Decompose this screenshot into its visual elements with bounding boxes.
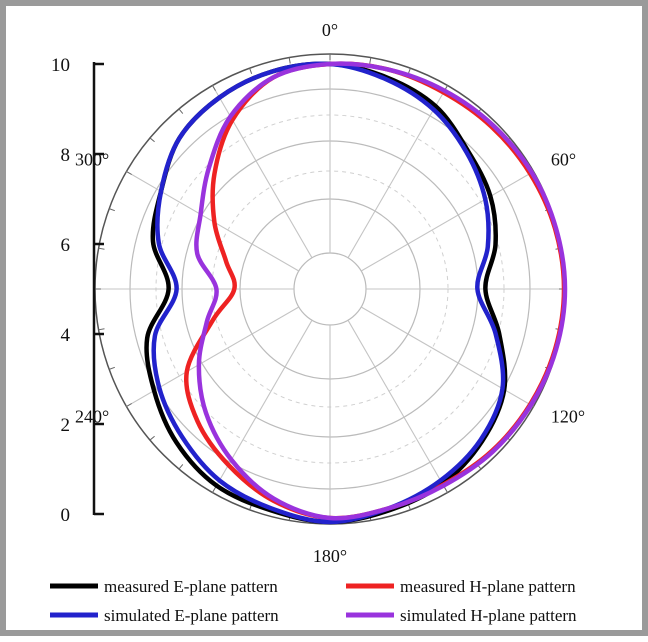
legend-label-measured-e: measured E-plane pattern xyxy=(104,577,278,596)
legend-label-simulated-e: simulated E-plane pattern xyxy=(104,606,279,625)
legend-item: measured E-plane pattern xyxy=(50,577,278,596)
grid-ring xyxy=(293,252,367,326)
angular-tick xyxy=(212,487,216,493)
legend: measured E-plane pattern measured H-plan… xyxy=(50,577,577,625)
angular-tick xyxy=(369,57,372,64)
angular-tick xyxy=(98,247,105,250)
legend-label-measured-h: measured H-plane pattern xyxy=(400,577,576,596)
legend-item: simulated E-plane pattern xyxy=(50,606,279,625)
radial-tick-label: 0 xyxy=(61,505,71,526)
angle-label: 60° xyxy=(551,150,576,170)
angular-axis-labels: 0° 60° 120° 180° 240° 300° xyxy=(75,20,585,566)
grid-spoke xyxy=(347,319,448,493)
angular-tick xyxy=(444,487,448,493)
angular-tick xyxy=(109,208,115,212)
radial-tick-label: 4 xyxy=(61,325,71,346)
grid-spoke xyxy=(347,85,448,259)
angular-tick xyxy=(212,85,216,91)
series-line-1 xyxy=(184,61,567,521)
angular-tick xyxy=(126,403,132,407)
angle-label: 0° xyxy=(322,20,338,40)
angular-tick xyxy=(98,328,105,331)
angular-tick xyxy=(288,57,291,64)
angle-label: 240° xyxy=(75,407,109,427)
series-layer xyxy=(144,61,568,525)
angular-tick xyxy=(407,68,411,74)
angle-label: 180° xyxy=(313,546,347,566)
grid-spoke xyxy=(360,171,534,272)
angular-tick xyxy=(126,171,132,175)
series-line-2 xyxy=(151,61,506,525)
radial-tick-label: 10 xyxy=(51,55,70,76)
legend-item: simulated H-plane pattern xyxy=(346,606,577,625)
grid-spoke xyxy=(360,306,534,407)
angle-label: 120° xyxy=(551,407,585,427)
angular-tick xyxy=(149,435,155,441)
series-line-3 xyxy=(194,61,568,521)
angular-tick xyxy=(149,137,155,143)
legend-label-simulated-h: simulated H-plane pattern xyxy=(400,606,577,625)
radial-tick-label: 8 xyxy=(61,145,71,166)
grid-spoke xyxy=(212,85,313,259)
polar-chart: 0 2 4 6 8 10 0° 60° 120° 180° 240° 300° measured E… xyxy=(50,20,585,625)
radial-tick-label: 2 xyxy=(61,415,71,436)
angular-tick xyxy=(109,366,115,370)
angular-tick xyxy=(249,68,253,74)
angular-tick xyxy=(178,108,184,114)
legend-item: measured H-plane pattern xyxy=(346,577,576,596)
angular-tick xyxy=(178,464,184,470)
radial-axis: 0 2 4 6 8 10 xyxy=(51,55,104,526)
polar-grid xyxy=(94,53,566,525)
radial-tick-label: 6 xyxy=(61,235,71,256)
angle-label: 300° xyxy=(75,150,109,170)
